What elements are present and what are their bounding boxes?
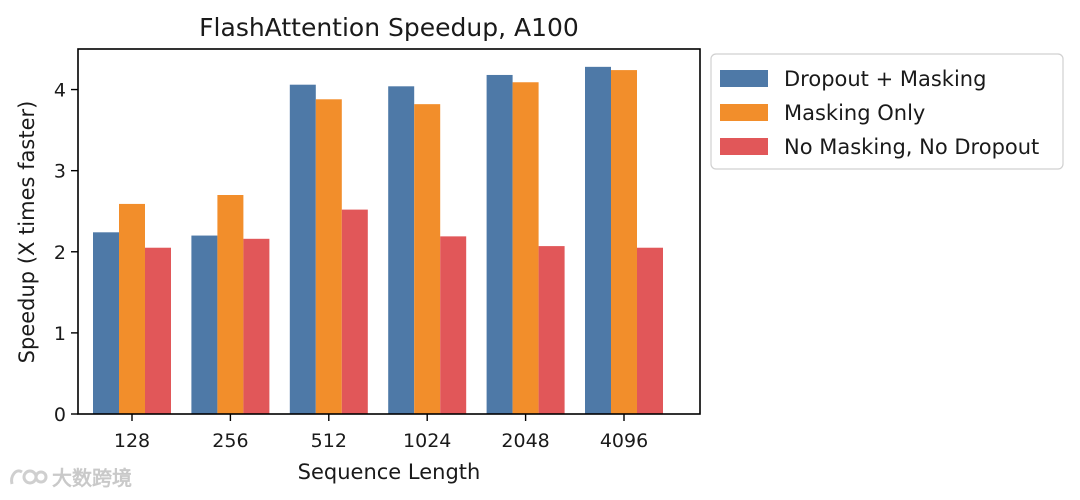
bar-no-masking-no-dropout-2048 (538, 246, 565, 414)
legend: Dropout + Masking Masking Only No Masking,… (710, 53, 1064, 170)
bar-masking-only-1024 (414, 104, 441, 415)
y-tick-label: 1 (54, 323, 66, 345)
chart-title: FlashAttention Speedup, A100 (199, 13, 579, 42)
bar-dropout-masking-2048 (486, 74, 513, 414)
legend-label: No Masking, No Dropout (784, 135, 1039, 159)
legend-swatch (720, 138, 768, 155)
bar-masking-only-512 (315, 99, 342, 415)
bar-dropout-masking-256 (191, 235, 218, 414)
x-tick-label: 256 (212, 430, 248, 452)
bar-dropout-masking-128 (93, 232, 119, 414)
x-axis-ticks: 128 256 512 1024 2048 4096 (114, 414, 648, 452)
x-tick-label: 512 (311, 430, 347, 452)
x-axis-label: Sequence Length (298, 460, 481, 484)
legend-box (710, 53, 1064, 170)
bar-masking-only-256 (217, 195, 244, 414)
watermark: 大数跨境 (8, 462, 132, 491)
bar-no-masking-no-dropout-512 (341, 209, 368, 414)
y-tick-label: 2 (54, 242, 66, 264)
y-tick-label: 4 (54, 80, 66, 102)
watermark-text: 大数跨境 (52, 466, 132, 490)
plot-frame (77, 48, 701, 415)
bar-no-masking-no-dropout-4096 (637, 247, 663, 414)
bar-no-masking-no-dropout-128 (145, 247, 171, 414)
bar-masking-only-128 (119, 203, 145, 414)
y-axis-ticks: 0 1 2 3 4 (54, 80, 78, 426)
legend-swatch (720, 104, 768, 121)
y-tick-label: 3 (54, 161, 66, 183)
bar-dropout-masking-4096 (585, 66, 611, 414)
bar-no-masking-no-dropout-256 (243, 238, 270, 414)
y-axis-label: Speedup (X times faster) (15, 101, 39, 364)
x-tick-label: 2048 (501, 430, 549, 452)
bar-masking-only-4096 (611, 70, 637, 414)
bar-masking-only-2048 (512, 82, 539, 414)
bar-dropout-masking-1024 (388, 86, 415, 415)
y-tick-label: 0 (54, 404, 66, 426)
bar-no-masking-no-dropout-1024 (440, 236, 467, 414)
bar-dropout-masking-512 (289, 84, 316, 414)
legend-label: Dropout + Masking (784, 67, 986, 91)
x-tick-label: 4096 (600, 430, 648, 452)
legend-label: Masking Only (784, 101, 925, 125)
x-tick-label: 1024 (403, 430, 451, 452)
legend-swatch (720, 70, 768, 87)
bars-group (93, 66, 663, 415)
watermark-logo-icon (10, 469, 48, 484)
x-tick-label: 128 (114, 430, 150, 452)
